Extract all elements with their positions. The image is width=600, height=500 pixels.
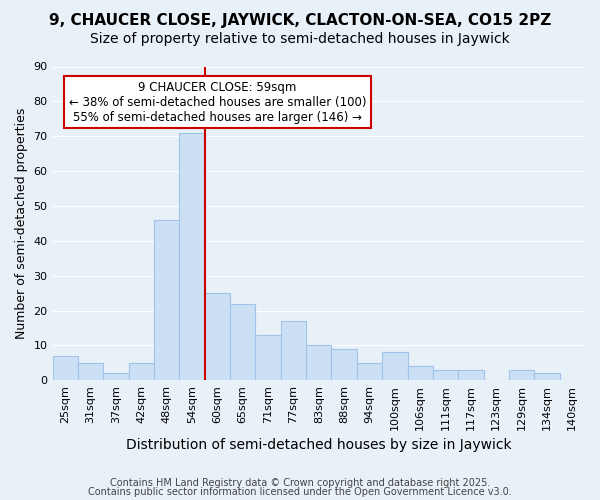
Bar [230, 304, 256, 380]
Bar [103, 374, 128, 380]
Bar [331, 349, 357, 380]
Bar [78, 363, 103, 380]
Bar [407, 366, 433, 380]
Bar [128, 363, 154, 380]
Text: Size of property relative to semi-detached houses in Jaywick: Size of property relative to semi-detach… [90, 32, 510, 46]
Bar [205, 293, 230, 380]
Bar [53, 356, 78, 380]
X-axis label: Distribution of semi-detached houses by size in Jaywick: Distribution of semi-detached houses by … [126, 438, 512, 452]
Text: 9 CHAUCER CLOSE: 59sqm
← 38% of semi-detached houses are smaller (100)
55% of se: 9 CHAUCER CLOSE: 59sqm ← 38% of semi-det… [69, 80, 367, 124]
Y-axis label: Number of semi-detached properties: Number of semi-detached properties [15, 108, 28, 339]
Bar [509, 370, 534, 380]
Text: Contains public sector information licensed under the Open Government Licence v3: Contains public sector information licen… [88, 487, 512, 497]
Bar [256, 335, 281, 380]
Bar [382, 352, 407, 380]
Bar [458, 370, 484, 380]
Bar [179, 132, 205, 380]
Text: 9, CHAUCER CLOSE, JAYWICK, CLACTON-ON-SEA, CO15 2PZ: 9, CHAUCER CLOSE, JAYWICK, CLACTON-ON-SE… [49, 12, 551, 28]
Bar [154, 220, 179, 380]
Text: Contains HM Land Registry data © Crown copyright and database right 2025.: Contains HM Land Registry data © Crown c… [110, 478, 490, 488]
Bar [534, 374, 560, 380]
Bar [281, 321, 306, 380]
Bar [306, 346, 331, 380]
Bar [433, 370, 458, 380]
Bar [357, 363, 382, 380]
